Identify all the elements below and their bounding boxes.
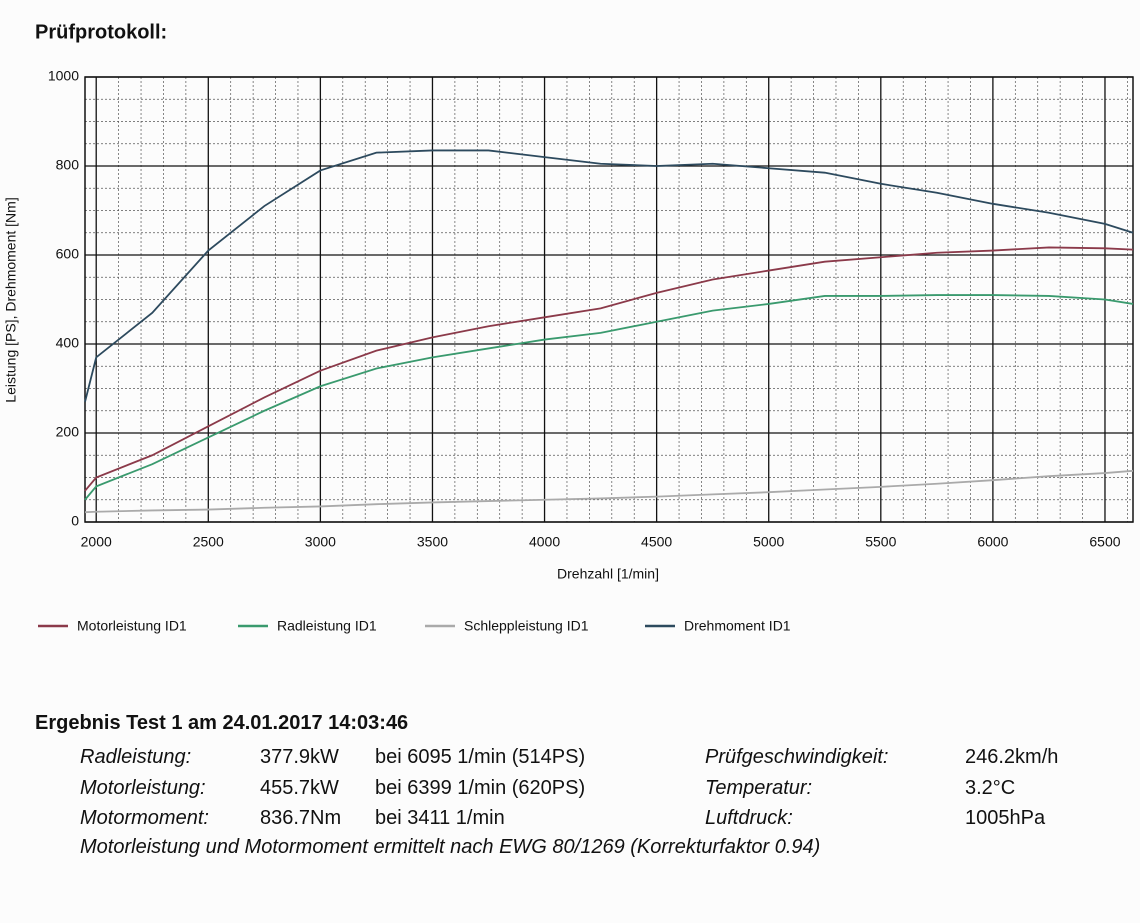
y-tick-label: 1000 <box>48 68 79 84</box>
x-tick-label: 4500 <box>641 534 672 550</box>
series-line <box>84 294 1134 501</box>
page-title: Prüfprotokoll: <box>35 21 167 43</box>
result-cell: Luftdruck: <box>705 807 793 829</box>
result-cell: Radleistung: <box>80 746 192 768</box>
x-axis-label: Drehzahl [1/min] <box>557 566 659 582</box>
series-line <box>84 469 1134 514</box>
result-cell: bei 6399 1/min (620PS) <box>375 776 586 799</box>
result-cell: 377.9kW <box>260 746 339 768</box>
result-cell: 246.2km/h <box>965 746 1059 768</box>
x-tick-label: 6500 <box>1089 534 1120 550</box>
x-tick-label: 5000 <box>753 534 784 550</box>
x-tick-label: 3000 <box>305 534 336 550</box>
results-note: Motorleistung und Motormoment ermittelt … <box>80 836 821 858</box>
result-cell: 3.2°C <box>965 776 1016 799</box>
x-tick-label: 2500 <box>193 534 224 550</box>
series-line <box>84 149 1134 403</box>
result-cell: Temperatur: <box>705 776 813 799</box>
result-cell: bei 3411 1/min <box>375 807 505 829</box>
chart: Prüfprotokoll: Drehzahl [1/min] Leistung… <box>3 21 1134 634</box>
result-cell: Motormoment: <box>80 807 209 829</box>
x-tick-label: 6000 <box>977 534 1008 550</box>
legend-label: Motorleistung ID1 <box>77 618 187 634</box>
plot-frame <box>84 76 1134 523</box>
x-tick-label: 3500 <box>417 534 448 550</box>
legend-label: Drehmoment ID1 <box>684 618 791 634</box>
result-cell: bei 6095 1/min (514PS) <box>375 746 586 768</box>
results-heading: Ergebnis Test 1 am 24.01.2017 14:03:46 <box>35 712 409 734</box>
result-cell: Motorleistung: <box>80 776 206 799</box>
series-line <box>84 246 1134 492</box>
x-tick-label: 4000 <box>529 534 560 550</box>
x-tick-label: 2000 <box>81 534 112 550</box>
result-cell: Prüfgeschwindigkeit: <box>705 746 889 768</box>
result-cell: 1005hPa <box>965 807 1046 829</box>
x-tick-label: 5500 <box>865 534 896 550</box>
result-cell: 455.7kW <box>260 776 339 799</box>
result-cell: 836.7Nm <box>260 807 342 829</box>
y-tick-label: 600 <box>56 246 80 262</box>
y-axis-label: Leistung [PS], Drehmoment [Nm] <box>3 197 19 402</box>
y-tick-label: 0 <box>71 513 79 529</box>
y-tick-label: 400 <box>56 335 80 351</box>
y-tick-label: 200 <box>56 424 80 440</box>
y-tick-label: 800 <box>56 157 80 173</box>
legend-label: Radleistung ID1 <box>277 618 377 634</box>
legend-label: Schleppleistung ID1 <box>464 618 589 634</box>
